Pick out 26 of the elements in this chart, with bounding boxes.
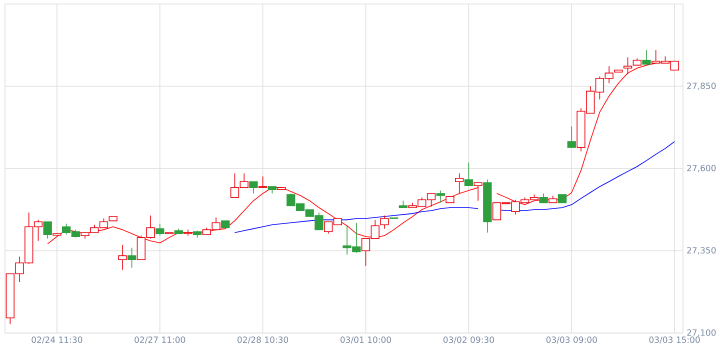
x-tick-label: 03/01 10:00	[340, 336, 392, 344]
candlestick	[455, 173, 464, 194]
candlestick	[623, 56, 632, 74]
candlestick	[127, 247, 136, 268]
candlestick	[380, 215, 389, 230]
candlestick	[464, 162, 474, 186]
candlestick	[567, 126, 576, 148]
x-tick-label: 02/27 11:00	[134, 336, 186, 344]
candlestick	[258, 176, 268, 188]
x-tick-label: 03/03 09:00	[546, 336, 597, 344]
x-tick-label: 03/02 09:30	[443, 336, 494, 344]
candlestick	[249, 181, 258, 194]
candlestick	[642, 50, 651, 65]
x-tick-label: 02/24 11:30	[32, 336, 82, 344]
y-tick-label: 27,100	[687, 329, 716, 337]
candlestick	[43, 221, 52, 239]
candlestick	[474, 182, 482, 202]
y-tick-label: 27,600	[687, 164, 716, 172]
x-tick-label: 02/28 10:30	[238, 336, 288, 344]
y-tick-label: 27,350	[687, 247, 716, 254]
x-tick-label: 03/03 15:00	[649, 336, 700, 344]
candlestick	[118, 244, 127, 270]
candlestick	[436, 190, 445, 204]
y-tick-label: 27,850	[687, 82, 716, 90]
candlestick	[156, 223, 164, 236]
candlestick	[539, 193, 548, 204]
